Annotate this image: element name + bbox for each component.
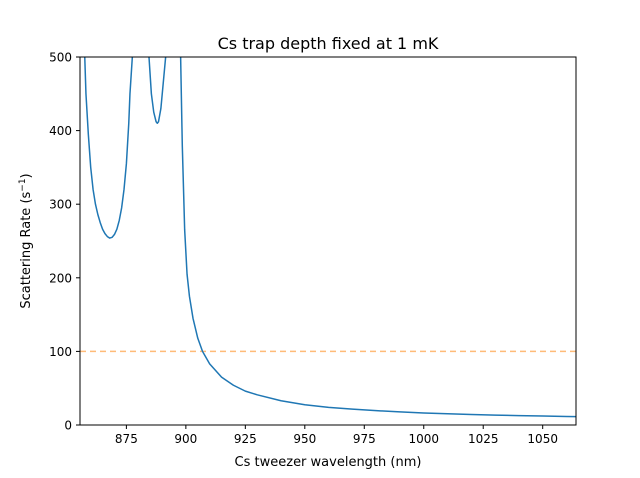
y-axis-label-exponent: −1 bbox=[18, 178, 28, 191]
chart-title: Cs trap depth fixed at 1 mK bbox=[218, 34, 439, 53]
x-tick-label: 950 bbox=[293, 432, 316, 446]
series-line-segment bbox=[148, 57, 167, 124]
x-axis-label: Cs tweezer wavelength (nm) bbox=[235, 455, 422, 470]
series-line-segment bbox=[179, 57, 576, 418]
y-axis: 0 100 200 300 400 500 bbox=[49, 51, 80, 433]
x-tick-label: 1050 bbox=[527, 432, 558, 446]
x-axis: 875 900 925 950 975 1000 1025 1050 bbox=[115, 425, 558, 446]
y-tick-label: 200 bbox=[49, 271, 72, 285]
x-tick-label: 1025 bbox=[468, 432, 499, 446]
y-tick-label: 0 bbox=[64, 419, 72, 433]
y-axis-label: Scattering Rate (s−1) bbox=[18, 173, 34, 308]
y-axis-label-main: Scattering Rate (s bbox=[19, 191, 34, 308]
x-tick-label: 1000 bbox=[408, 432, 439, 446]
x-tick-label: 975 bbox=[353, 432, 376, 446]
x-tick-label: 925 bbox=[234, 432, 257, 446]
x-tick-label: 900 bbox=[174, 432, 197, 446]
y-tick-label: 300 bbox=[49, 198, 72, 212]
x-tick-label: 875 bbox=[115, 432, 138, 446]
y-tick-label: 400 bbox=[49, 124, 72, 138]
y-tick-label: 100 bbox=[49, 345, 72, 359]
y-tick-label: 500 bbox=[49, 51, 72, 65]
series-line-segment bbox=[84, 57, 134, 239]
y-axis-label-close: ) bbox=[19, 173, 34, 178]
plot-area bbox=[80, 57, 576, 418]
plot-frame bbox=[79, 56, 577, 426]
